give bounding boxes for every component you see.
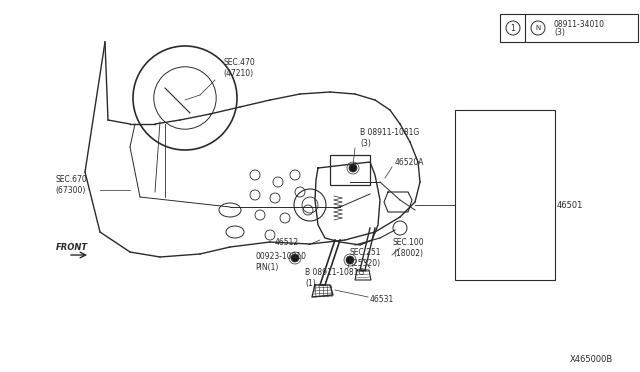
Text: B 08911-1081G
(3): B 08911-1081G (3) <box>360 128 419 148</box>
Text: SEC.100
(18002): SEC.100 (18002) <box>393 238 424 258</box>
Text: 46531: 46531 <box>370 295 394 305</box>
Circle shape <box>346 256 354 264</box>
Bar <box>330 155 370 185</box>
Text: 00923-10810
PIN(1): 00923-10810 PIN(1) <box>255 252 306 272</box>
Text: 46501: 46501 <box>557 201 584 209</box>
Bar <box>500 14 638 42</box>
Text: SEC.470
(47210): SEC.470 (47210) <box>223 58 255 78</box>
Circle shape <box>349 164 357 172</box>
Text: (3): (3) <box>554 28 565 36</box>
Text: SEC.251
(25320): SEC.251 (25320) <box>350 248 381 268</box>
Text: X465000B: X465000B <box>570 356 613 365</box>
Bar <box>455 110 555 280</box>
Circle shape <box>291 254 299 262</box>
Text: 1: 1 <box>511 23 515 32</box>
Text: SEC.670
(67300): SEC.670 (67300) <box>55 175 87 195</box>
Text: N: N <box>536 25 541 31</box>
Text: 46512: 46512 <box>275 237 299 247</box>
Text: FRONT: FRONT <box>56 244 88 253</box>
Text: B 08911-1081G
(1): B 08911-1081G (1) <box>305 268 364 288</box>
Text: 08911-34010: 08911-34010 <box>554 19 605 29</box>
Text: 46520A: 46520A <box>395 157 424 167</box>
